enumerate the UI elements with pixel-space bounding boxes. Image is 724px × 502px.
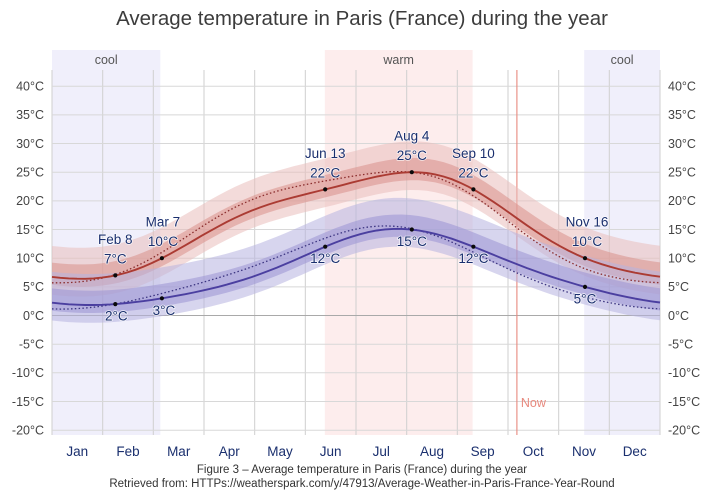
svg-text:20°C: 20°C bbox=[668, 194, 696, 208]
svg-text:Dec: Dec bbox=[623, 444, 647, 459]
svg-text:12°C: 12°C bbox=[310, 251, 340, 266]
svg-text:35°C: 35°C bbox=[668, 108, 696, 122]
svg-text:Feb: Feb bbox=[116, 444, 139, 459]
svg-text:cool: cool bbox=[611, 53, 634, 67]
svg-text:Oct: Oct bbox=[523, 444, 544, 459]
svg-text:May: May bbox=[267, 444, 293, 459]
svg-text:Jul: Jul bbox=[373, 444, 390, 459]
svg-text:35°C: 35°C bbox=[16, 108, 44, 122]
svg-text:0°C: 0°C bbox=[23, 309, 44, 323]
svg-text:25°C: 25°C bbox=[16, 166, 44, 180]
svg-text:Aug 4: Aug 4 bbox=[394, 129, 430, 144]
svg-text:5°C: 5°C bbox=[23, 280, 44, 294]
svg-text:20°C: 20°C bbox=[16, 194, 44, 208]
svg-text:10°C: 10°C bbox=[148, 234, 178, 249]
svg-text:30°C: 30°C bbox=[16, 137, 44, 151]
svg-text:Apr: Apr bbox=[219, 444, 241, 459]
svg-text:-15°C: -15°C bbox=[668, 395, 700, 409]
svg-text:-15°C: -15°C bbox=[12, 395, 44, 409]
svg-text:-5°C: -5°C bbox=[668, 338, 693, 352]
svg-text:Jun: Jun bbox=[320, 444, 342, 459]
svg-text:40°C: 40°C bbox=[16, 80, 44, 94]
svg-text:-10°C: -10°C bbox=[668, 366, 700, 380]
svg-text:0°C: 0°C bbox=[668, 309, 689, 323]
svg-text:Nov 16: Nov 16 bbox=[566, 215, 609, 230]
svg-text:-10°C: -10°C bbox=[12, 366, 44, 380]
svg-text:Jan: Jan bbox=[66, 444, 88, 459]
svg-text:5°C: 5°C bbox=[668, 280, 689, 294]
svg-text:15°C: 15°C bbox=[397, 234, 427, 249]
svg-text:warm: warm bbox=[382, 53, 414, 67]
svg-text:10°C: 10°C bbox=[16, 252, 44, 266]
svg-text:25°C: 25°C bbox=[397, 148, 427, 163]
svg-text:15°C: 15°C bbox=[668, 223, 696, 237]
svg-text:40°C: 40°C bbox=[668, 80, 696, 94]
svg-text:Feb 8: Feb 8 bbox=[98, 232, 133, 247]
svg-text:Now: Now bbox=[521, 396, 547, 410]
svg-text:3°C: 3°C bbox=[153, 303, 176, 318]
svg-text:-20°C: -20°C bbox=[12, 424, 44, 438]
svg-text:22°C: 22°C bbox=[310, 165, 340, 180]
svg-text:Sep: Sep bbox=[471, 444, 495, 459]
svg-text:-5°C: -5°C bbox=[19, 338, 44, 352]
svg-text:25°C: 25°C bbox=[668, 166, 696, 180]
svg-text:10°C: 10°C bbox=[668, 252, 696, 266]
svg-text:Sep 10: Sep 10 bbox=[452, 146, 495, 161]
svg-text:10°C: 10°C bbox=[572, 234, 602, 249]
svg-text:cool: cool bbox=[95, 53, 118, 67]
svg-text:Mar 7: Mar 7 bbox=[146, 215, 181, 230]
svg-text:12°C: 12°C bbox=[458, 251, 488, 266]
svg-text:22°C: 22°C bbox=[458, 165, 488, 180]
svg-text:5°C: 5°C bbox=[574, 291, 597, 306]
svg-text:30°C: 30°C bbox=[668, 137, 696, 151]
svg-text:2°C: 2°C bbox=[105, 309, 128, 324]
svg-text:7°C: 7°C bbox=[104, 251, 127, 266]
svg-text:Aug: Aug bbox=[420, 444, 444, 459]
svg-text:Nov: Nov bbox=[572, 444, 596, 459]
svg-text:Jun 13: Jun 13 bbox=[305, 146, 346, 161]
svg-text:15°C: 15°C bbox=[16, 223, 44, 237]
svg-text:-20°C: -20°C bbox=[668, 424, 700, 438]
svg-text:Mar: Mar bbox=[167, 444, 191, 459]
